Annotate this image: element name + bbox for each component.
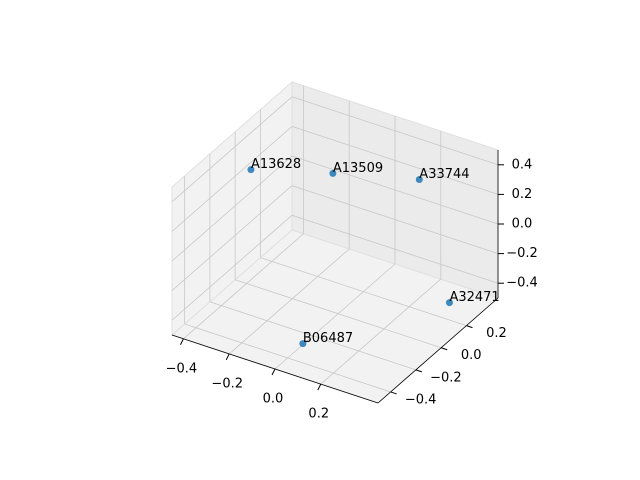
y-tick-label: −0.4 xyxy=(405,392,437,407)
x-tick-label: 0.2 xyxy=(308,407,329,422)
point xyxy=(299,340,307,348)
tick-mark xyxy=(179,338,184,346)
y-tick-label: 0.2 xyxy=(486,326,507,341)
tick-mark xyxy=(317,383,322,391)
point-label: B06487 xyxy=(303,331,353,346)
grid-line xyxy=(291,126,499,195)
grid-line xyxy=(209,301,417,371)
tick-mark xyxy=(440,347,448,351)
point xyxy=(415,176,423,184)
point xyxy=(329,169,337,177)
grid-line xyxy=(320,278,442,385)
grid-line xyxy=(183,233,304,340)
point-label: A13628 xyxy=(251,157,301,172)
tick-mark xyxy=(415,369,423,373)
grid-line xyxy=(291,185,499,254)
z-tick-label: −0.2 xyxy=(506,246,538,261)
grid-line xyxy=(291,214,499,284)
x-tick-label: 0.0 xyxy=(263,392,284,407)
grid-line xyxy=(171,96,293,203)
tick-mark xyxy=(271,368,276,376)
z-tick-label: −0.4 xyxy=(506,276,538,291)
grid-line xyxy=(228,248,350,355)
y-tick-label: −0.2 xyxy=(430,370,462,385)
grid-line xyxy=(171,185,293,291)
point xyxy=(247,166,255,174)
z-tick-label: 0.2 xyxy=(512,187,533,202)
z-tick-label: 0.0 xyxy=(512,217,533,232)
grid-line xyxy=(171,126,293,232)
x-axis-line xyxy=(171,334,379,404)
y-tick-label: 0.0 xyxy=(461,348,482,363)
tick-mark xyxy=(390,391,397,395)
grid-line xyxy=(171,155,293,262)
point-label: A32471 xyxy=(449,290,499,305)
grid-line xyxy=(291,155,499,225)
z-tick-label: 0.4 xyxy=(512,157,533,172)
grid-line xyxy=(274,263,396,370)
tick-mark xyxy=(225,353,230,361)
grid-line xyxy=(171,214,293,321)
y-axis-line xyxy=(377,297,499,404)
grid-line xyxy=(291,96,499,166)
tick-mark xyxy=(466,325,473,329)
grid-line xyxy=(260,257,467,327)
grid-line xyxy=(235,279,442,349)
point-label: A13509 xyxy=(333,161,383,176)
point xyxy=(445,299,453,307)
point-label: A33744 xyxy=(419,167,469,182)
x-tick-label: −0.4 xyxy=(166,361,198,376)
grid-line xyxy=(184,323,391,393)
x-tick-label: −0.2 xyxy=(211,376,243,391)
